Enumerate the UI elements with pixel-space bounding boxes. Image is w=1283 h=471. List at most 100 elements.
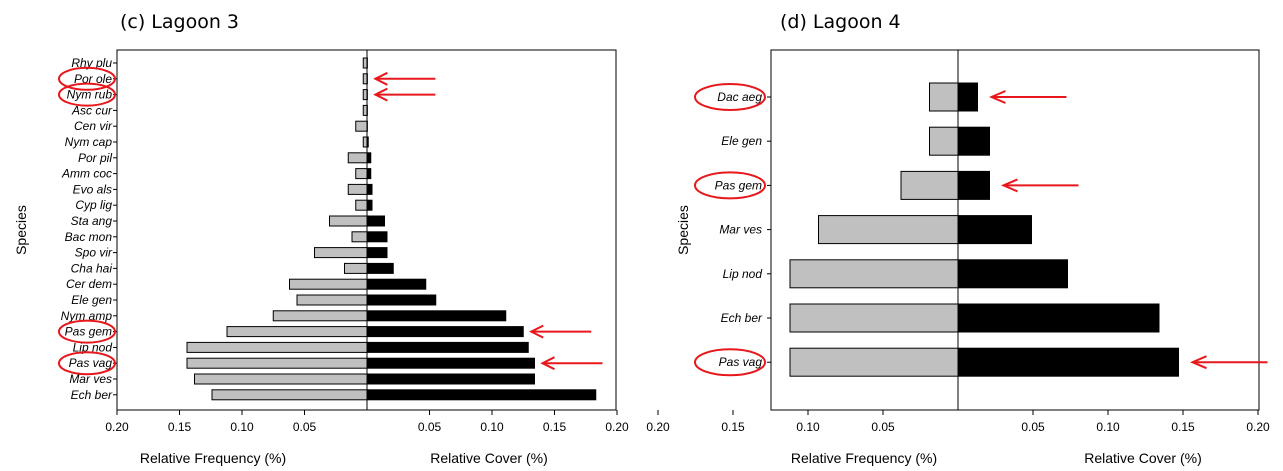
- cover-bar: [366, 152, 372, 164]
- frequency-bar: [789, 347, 959, 377]
- x-tick-label: 0.10: [796, 420, 820, 434]
- frequency-bar: [355, 168, 368, 180]
- species-label: Asc cur: [71, 103, 113, 117]
- species-label: Evo als: [73, 182, 112, 196]
- frequency-bar: [929, 126, 959, 156]
- frequency-bar: [355, 199, 368, 211]
- species-label: Pas vag: [719, 355, 763, 369]
- highlight-arrow-head: [1189, 355, 1207, 370]
- frequency-bar: [789, 303, 959, 333]
- frequency-bar: [351, 231, 368, 243]
- frequency-bar: [818, 215, 959, 245]
- cover-bar: [366, 341, 529, 353]
- x-tick-label: 0.10: [480, 420, 504, 434]
- frequency-bar: [362, 89, 368, 101]
- frequency-bar: [362, 73, 368, 85]
- highlight-ellipse: [694, 348, 766, 377]
- cover-bar: [366, 262, 394, 274]
- species-label: Ele gen: [721, 134, 762, 148]
- highlight-ellipse: [694, 83, 766, 111]
- frequency-bar: [186, 341, 368, 353]
- species-label: Por pil: [78, 151, 112, 165]
- cover-bar: [366, 183, 373, 195]
- x-axis-title-frequency: Relative Frequency (%): [791, 450, 937, 466]
- cover-bar: [957, 215, 1032, 245]
- frequency-bar: [296, 294, 368, 306]
- species-label: Lip nod: [723, 267, 763, 281]
- species-label: Dac aeg: [717, 90, 762, 104]
- species-label: Bac mon: [65, 230, 113, 244]
- cover-bar: [366, 389, 597, 401]
- x-axis-title-cover: Relative Cover (%): [1084, 450, 1201, 466]
- species-label: Cha hai: [71, 261, 113, 275]
- highlight-arrow-head: [373, 71, 388, 86]
- x-tick-label: 0.15: [168, 420, 192, 434]
- cover-bar: [366, 215, 385, 227]
- species-label: Nym cap: [65, 135, 113, 149]
- cover-bar: [366, 294, 437, 306]
- x-tick-label: 0.15: [543, 420, 567, 434]
- cover-bar: [366, 136, 369, 148]
- species-label: Cen vir: [74, 119, 113, 133]
- y-axis-title: Species: [13, 205, 29, 255]
- species-label: Rhy plu: [71, 56, 112, 70]
- species-label: Nym amp: [61, 309, 113, 323]
- cover-bar: [366, 231, 388, 243]
- frequency-bar: [344, 262, 368, 274]
- highlight-arrow-head: [540, 356, 555, 371]
- highlight-ellipse: [58, 319, 116, 344]
- species-label: Amm coc: [61, 167, 112, 181]
- panel-title: (c) Lagoon 3: [120, 11, 239, 33]
- cover-bar: [957, 170, 990, 200]
- cover-bar: [957, 303, 1160, 333]
- x-tick-label: 0.20: [605, 420, 629, 434]
- species-label: Ech ber: [721, 311, 763, 325]
- highlight-ellipse: [58, 82, 116, 107]
- highlight-arrow-head: [988, 90, 1006, 104]
- species-label: Por ole: [74, 72, 112, 86]
- highlight-ellipse: [694, 171, 766, 200]
- frequency-bar: [186, 357, 368, 369]
- cover-bar: [957, 82, 978, 112]
- highlight-arrow-head: [373, 87, 388, 102]
- x-tick-label: 0.15: [1171, 420, 1195, 434]
- species-label: Ele gen: [71, 293, 112, 307]
- cover-bar: [366, 357, 535, 369]
- x-tick-label: 0.05: [293, 420, 317, 434]
- species-label: Cyp lig: [75, 198, 112, 212]
- cover-bar: [957, 259, 1068, 289]
- species-label: Sta ang: [71, 214, 113, 228]
- frequency-bar: [900, 170, 959, 200]
- cover-bar: [366, 373, 535, 385]
- species-label: Mar ves: [719, 223, 762, 237]
- x-tick-label: 0.20: [1246, 420, 1270, 434]
- species-label: Nym rub: [67, 88, 113, 102]
- x-axis-title-frequency: Relative Frequency (%): [140, 450, 286, 466]
- x-tick-label: 0.10: [1096, 420, 1120, 434]
- frequency-bar: [362, 104, 368, 116]
- species-label: Mar ves: [69, 372, 112, 386]
- species-label: Lip nod: [73, 340, 113, 354]
- cover-bar: [366, 168, 372, 180]
- frequency-bar: [789, 259, 959, 289]
- panel-title: (d) Lagoon 4: [780, 11, 901, 33]
- cover-bar: [957, 126, 990, 156]
- cover-bar: [366, 310, 507, 322]
- y-axis-title: Species: [675, 205, 691, 255]
- species-label: Pas vag: [69, 356, 113, 370]
- cover-bar: [366, 326, 524, 338]
- x-tick-label: 0.05: [418, 420, 442, 434]
- frequency-bar: [329, 215, 368, 227]
- frequency-bar: [347, 152, 368, 164]
- x-tick-label: 0.20: [646, 420, 670, 434]
- species-label: Ech ber: [71, 388, 113, 402]
- species-label: Cer dem: [66, 277, 112, 291]
- frequency-bar: [289, 278, 368, 290]
- cover-bar: [366, 247, 388, 259]
- x-tick-label: 0.10: [230, 420, 254, 434]
- cover-bar: [957, 347, 1179, 377]
- frequency-bar: [362, 57, 368, 69]
- frequency-bar: [211, 389, 368, 401]
- species-label: Spo vir: [75, 246, 113, 260]
